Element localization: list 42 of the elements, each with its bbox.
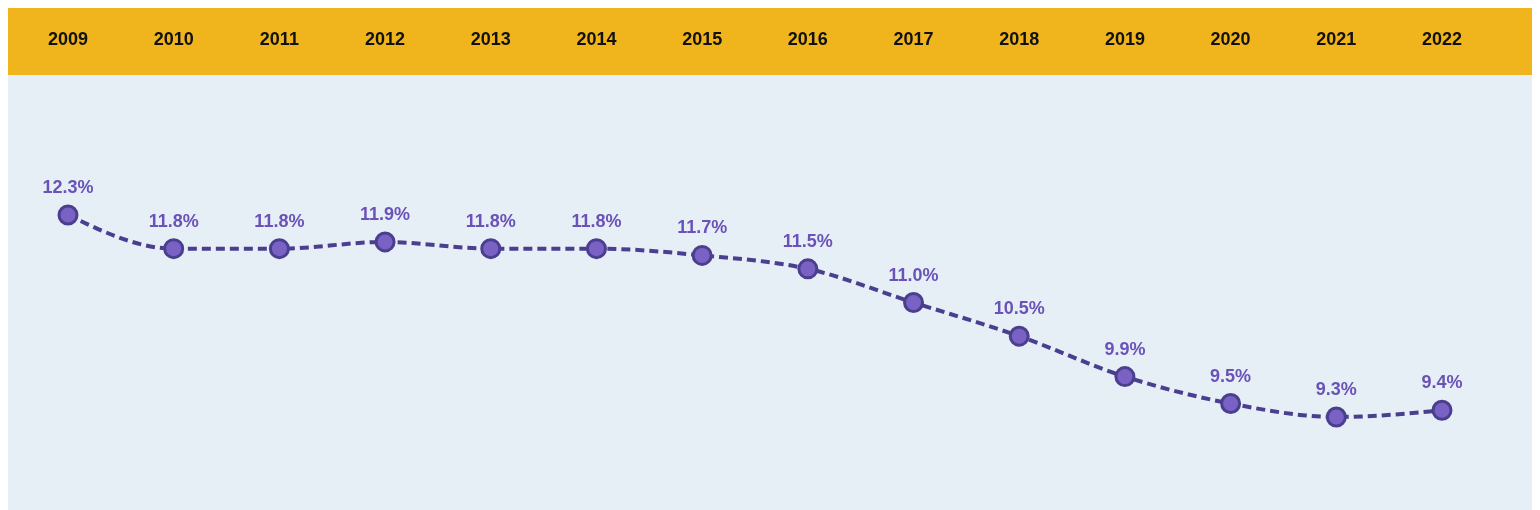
- point: [163, 238, 185, 260]
- point: [480, 238, 502, 260]
- x-tick-label: 2019: [1104, 29, 1145, 49]
- x-tick-label: 2011: [259, 29, 299, 49]
- point: [374, 231, 396, 253]
- x-tick-label: 2014: [576, 29, 617, 49]
- data-label: 11.5%: [782, 230, 833, 251]
- data-label: 11.8%: [254, 210, 305, 231]
- point: [1431, 399, 1453, 421]
- data-label: 11.8%: [465, 210, 516, 231]
- data-label: 11.0%: [888, 264, 939, 285]
- x-tick-label: 2017: [893, 29, 934, 49]
- point: [57, 204, 79, 226]
- data-label: 11.9%: [360, 203, 411, 224]
- point: [1220, 393, 1242, 415]
- x-tick-label: 2013: [470, 29, 511, 49]
- point: [903, 292, 925, 314]
- point: [691, 244, 713, 266]
- point: [1008, 325, 1030, 347]
- point: [797, 258, 819, 280]
- x-tick-label: 2022: [1421, 29, 1463, 49]
- data-label: 12.3%: [42, 177, 94, 197]
- data-label: 9.3%: [1315, 379, 1357, 399]
- x-tick-label: 2018: [999, 29, 1040, 49]
- x-tick-label: 2009: [47, 29, 89, 49]
- point: [1114, 366, 1136, 388]
- point: [1325, 406, 1347, 428]
- x-tick-label: 2010: [153, 29, 194, 49]
- point: [268, 238, 290, 260]
- data-label: 10.5%: [993, 298, 1045, 319]
- data-label: 11.8%: [571, 210, 622, 231]
- x-tick-label: 2020: [1210, 29, 1251, 49]
- x-tick-label: 2015: [682, 29, 723, 49]
- x-tick-label: 2021: [1316, 29, 1357, 49]
- data-label: 11.8%: [148, 210, 199, 231]
- x-tick-label: 2012: [365, 29, 406, 49]
- data-label: 9.9%: [1104, 338, 1146, 359]
- data-label: 11.7%: [677, 217, 728, 238]
- data-label: 9.5%: [1210, 365, 1252, 386]
- data-label: 9.4%: [1421, 372, 1463, 393]
- x-tick-label: 2016: [787, 29, 828, 49]
- point: [585, 238, 607, 260]
